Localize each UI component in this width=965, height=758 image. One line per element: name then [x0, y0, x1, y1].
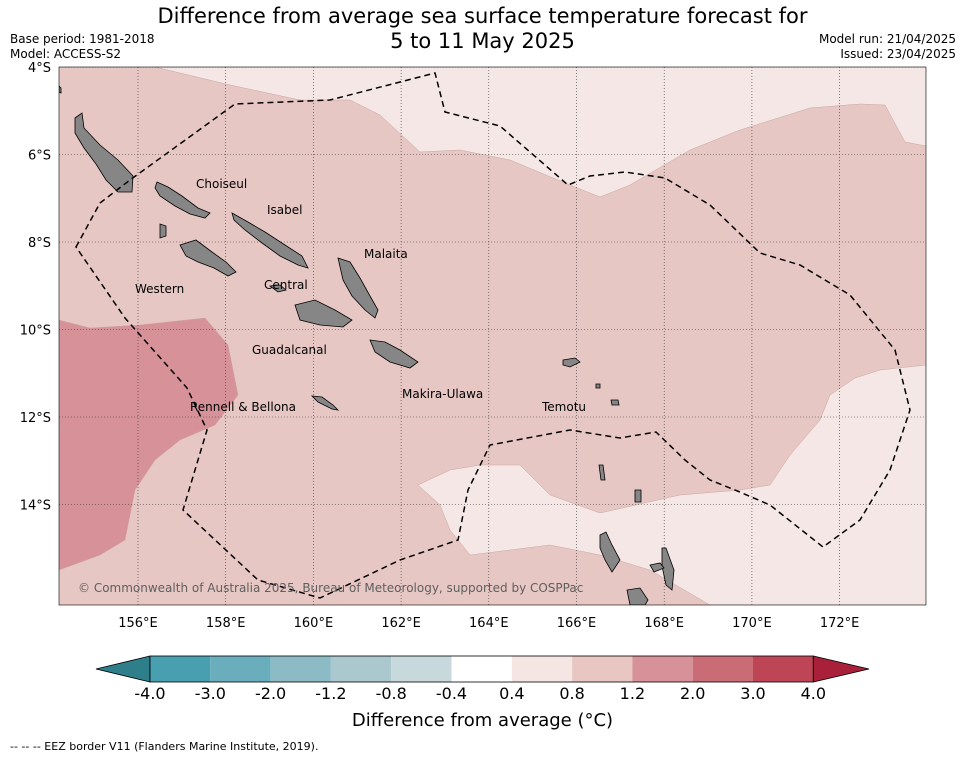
colorbar-tick-label: -4.0 [134, 684, 165, 703]
island-banks [634, 489, 642, 503]
region-label: Choiseul [196, 177, 247, 191]
island-choiseul [154, 181, 211, 219]
lon-tick-label: 158°E [206, 616, 246, 631]
lon-tick-label: 170°E [732, 616, 772, 631]
lat-tick-label: 6°S [28, 149, 51, 164]
land-masses [59, 85, 675, 605]
map-frame [58, 66, 927, 606]
island-utupua [595, 383, 601, 389]
island-malaita [337, 257, 379, 319]
colorbar-segment [632, 656, 693, 682]
colorbar-tick-label: -0.8 [376, 684, 407, 703]
island-makira [369, 339, 419, 369]
colorbar-segment [753, 656, 814, 682]
copyright-notice: © Commonwealth of Australia 2025, Bureau… [78, 581, 583, 595]
meta-left: Base period: 1981-2018 Model: ACCESS-S2 [10, 32, 155, 62]
eez-border [75, 72, 911, 599]
colorbar-label: Difference from average (°C) [351, 710, 614, 731]
colorbar-segment [572, 656, 633, 682]
lon-tick-label: 160°E [294, 616, 334, 631]
island-malakula [626, 587, 649, 605]
graticule [59, 67, 926, 605]
island-west-edge [59, 85, 62, 94]
region-labels: Choiseul Isabel Malaita Western Central Guada… [135, 177, 586, 414]
lon-tick-label: 156°E [118, 616, 158, 631]
lat-tick-label: 8°S [28, 236, 51, 251]
island-ambae [649, 562, 665, 573]
colorbar-extend-high [812, 655, 870, 683]
island-bougainville [74, 112, 134, 193]
issued-date: Issued: 23/04/2025 [840, 47, 956, 61]
lon-tick-label: 162°E [381, 616, 421, 631]
lon-tick-label: 172°E [820, 616, 860, 631]
island-santa-cruz [562, 357, 581, 368]
region-label: Makira-Ulawa [402, 387, 483, 401]
anomaly-band-0.4-0.8-north [154, 67, 926, 198]
colorbar-tick-label: 3.0 [740, 684, 765, 703]
colorbar-tick-label: 1.2 [620, 684, 645, 703]
colorbar: -4.0 -3.0 -2.0 -1.2 -0.8 -0.4 0.4 0.8 1.2 2.0 3.0 4… [95, 655, 870, 703]
region-label: Temotu [541, 400, 586, 414]
colorbar-segment [451, 656, 512, 682]
colorbar-extend-low [95, 655, 151, 683]
colorbar-tick-label: 0.8 [559, 684, 584, 703]
lon-tick-label: 164°E [469, 616, 509, 631]
latitude-tick-labels: 4°S 6°S 8°S 10°S 12°S 14°S [20, 61, 51, 514]
eez-footnote: -- -- -- EEZ border V11 (Flanders Marine… [10, 740, 319, 753]
colorbar-segment [391, 656, 452, 682]
colorbar-tick-labels: -4.0 -3.0 -2.0 -1.2 -0.8 -0.4 0.4 0.8 1.2 2.0 3.0 4… [134, 684, 826, 703]
island-espiritu-santo [599, 531, 621, 573]
anomaly-band-1.2-2.0 [59, 317, 239, 571]
colorbar-tick-label: 2.0 [680, 684, 705, 703]
colorbar-segments [95, 655, 870, 683]
colorbar-frame [149, 655, 814, 683]
island-central [268, 284, 287, 293]
colorbar-tick-label: -3.0 [195, 684, 226, 703]
colorbar-segment [692, 656, 753, 682]
lon-tick-label: 168°E [644, 616, 684, 631]
colorbar-segment [270, 656, 331, 682]
colorbar-tick-label: -2.0 [255, 684, 286, 703]
region-label: Central [264, 278, 308, 292]
lat-tick-label: 4°S [28, 61, 51, 76]
colorbar-tick-label: -0.4 [436, 684, 467, 703]
colorbar-segment [511, 656, 573, 682]
island-rennell [310, 395, 340, 411]
colorbar-segment [150, 656, 211, 682]
title-line-1: Difference from average sea surface temp… [157, 4, 808, 28]
lat-tick-label: 14°S [20, 499, 51, 514]
region-label: Guadalcanal [252, 343, 327, 357]
lat-tick-label: 10°S [20, 324, 51, 339]
longitude-tick-labels: 156°E 158°E 160°E 162°E 164°E 166°E 168°E 170°E… [118, 616, 859, 631]
island-torres [598, 464, 606, 481]
colorbar-segment [210, 656, 271, 682]
title-line-2: 5 to 11 May 2025 [390, 29, 575, 53]
meta-right: Model run: 21/04/2025 Issued: 23/04/2025 [819, 32, 956, 62]
colorbar-tick-label: 0.4 [499, 684, 524, 703]
region-label: Malaita [364, 247, 408, 261]
lon-tick-label: 166°E [557, 616, 597, 631]
region-label: Western [135, 282, 184, 296]
region-label: Isabel [267, 203, 302, 217]
model-run: Model run: 21/04/2025 [818, 32, 956, 46]
island-new-georgia [179, 239, 237, 277]
colorbar-tick-label: 4.0 [801, 684, 826, 703]
chart-title: Difference from average sea surface temp… [0, 4, 965, 54]
region-label: Rennell & Bellona [190, 400, 296, 414]
sst-map: Choiseul Isabel Malaita Western Central Guada… [20, 61, 927, 631]
lat-tick-label: 12°S [20, 411, 51, 426]
island-vanikoro [610, 399, 620, 406]
base-period: Base period: 1981-2018 [10, 32, 155, 46]
colorbar-segment [330, 656, 392, 682]
island-guadalcanal [294, 299, 353, 328]
island-vella-lavella [159, 223, 167, 239]
island-isabel [231, 212, 309, 269]
colorbar-tick-label: -1.2 [315, 684, 346, 703]
model-name: Model: ACCESS-S2 [10, 47, 122, 61]
